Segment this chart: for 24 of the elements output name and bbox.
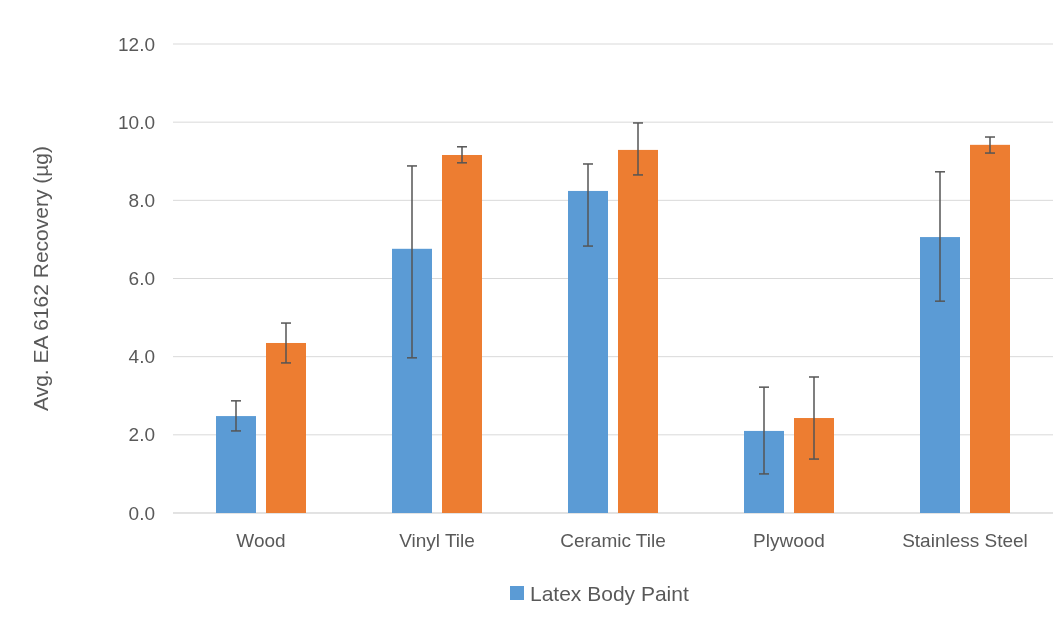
y-tick-label: 0.0 bbox=[128, 502, 155, 524]
y-tick-label: 10.0 bbox=[118, 111, 155, 133]
y-tick-label: 4.0 bbox=[128, 346, 155, 368]
bar bbox=[216, 416, 256, 513]
y-axis-title: Avg. EA 6162 Recovery (µg) bbox=[29, 145, 52, 412]
bar bbox=[392, 248, 432, 513]
y-tick-label: 12.0 bbox=[118, 33, 155, 55]
x-tick-label: Wood bbox=[236, 530, 286, 551]
bar bbox=[794, 418, 834, 513]
bar bbox=[970, 144, 1010, 513]
y-tick-label: 6.0 bbox=[128, 268, 155, 290]
bar bbox=[920, 237, 960, 513]
legend-label: Latex Body Paint bbox=[530, 582, 689, 606]
bar bbox=[266, 342, 306, 513]
bar bbox=[618, 149, 658, 513]
bar bbox=[744, 430, 784, 513]
x-tick-label: Plywood bbox=[753, 530, 825, 551]
y-tick-label: 8.0 bbox=[128, 189, 155, 211]
y-tick-label: 2.0 bbox=[128, 424, 155, 446]
bar bbox=[568, 190, 608, 513]
bar bbox=[442, 155, 482, 513]
x-tick-label: Ceramic Tile bbox=[560, 530, 666, 551]
x-tick-label: Vinyl Tile bbox=[399, 530, 475, 551]
x-tick-label: Stainless Steel bbox=[902, 530, 1028, 551]
